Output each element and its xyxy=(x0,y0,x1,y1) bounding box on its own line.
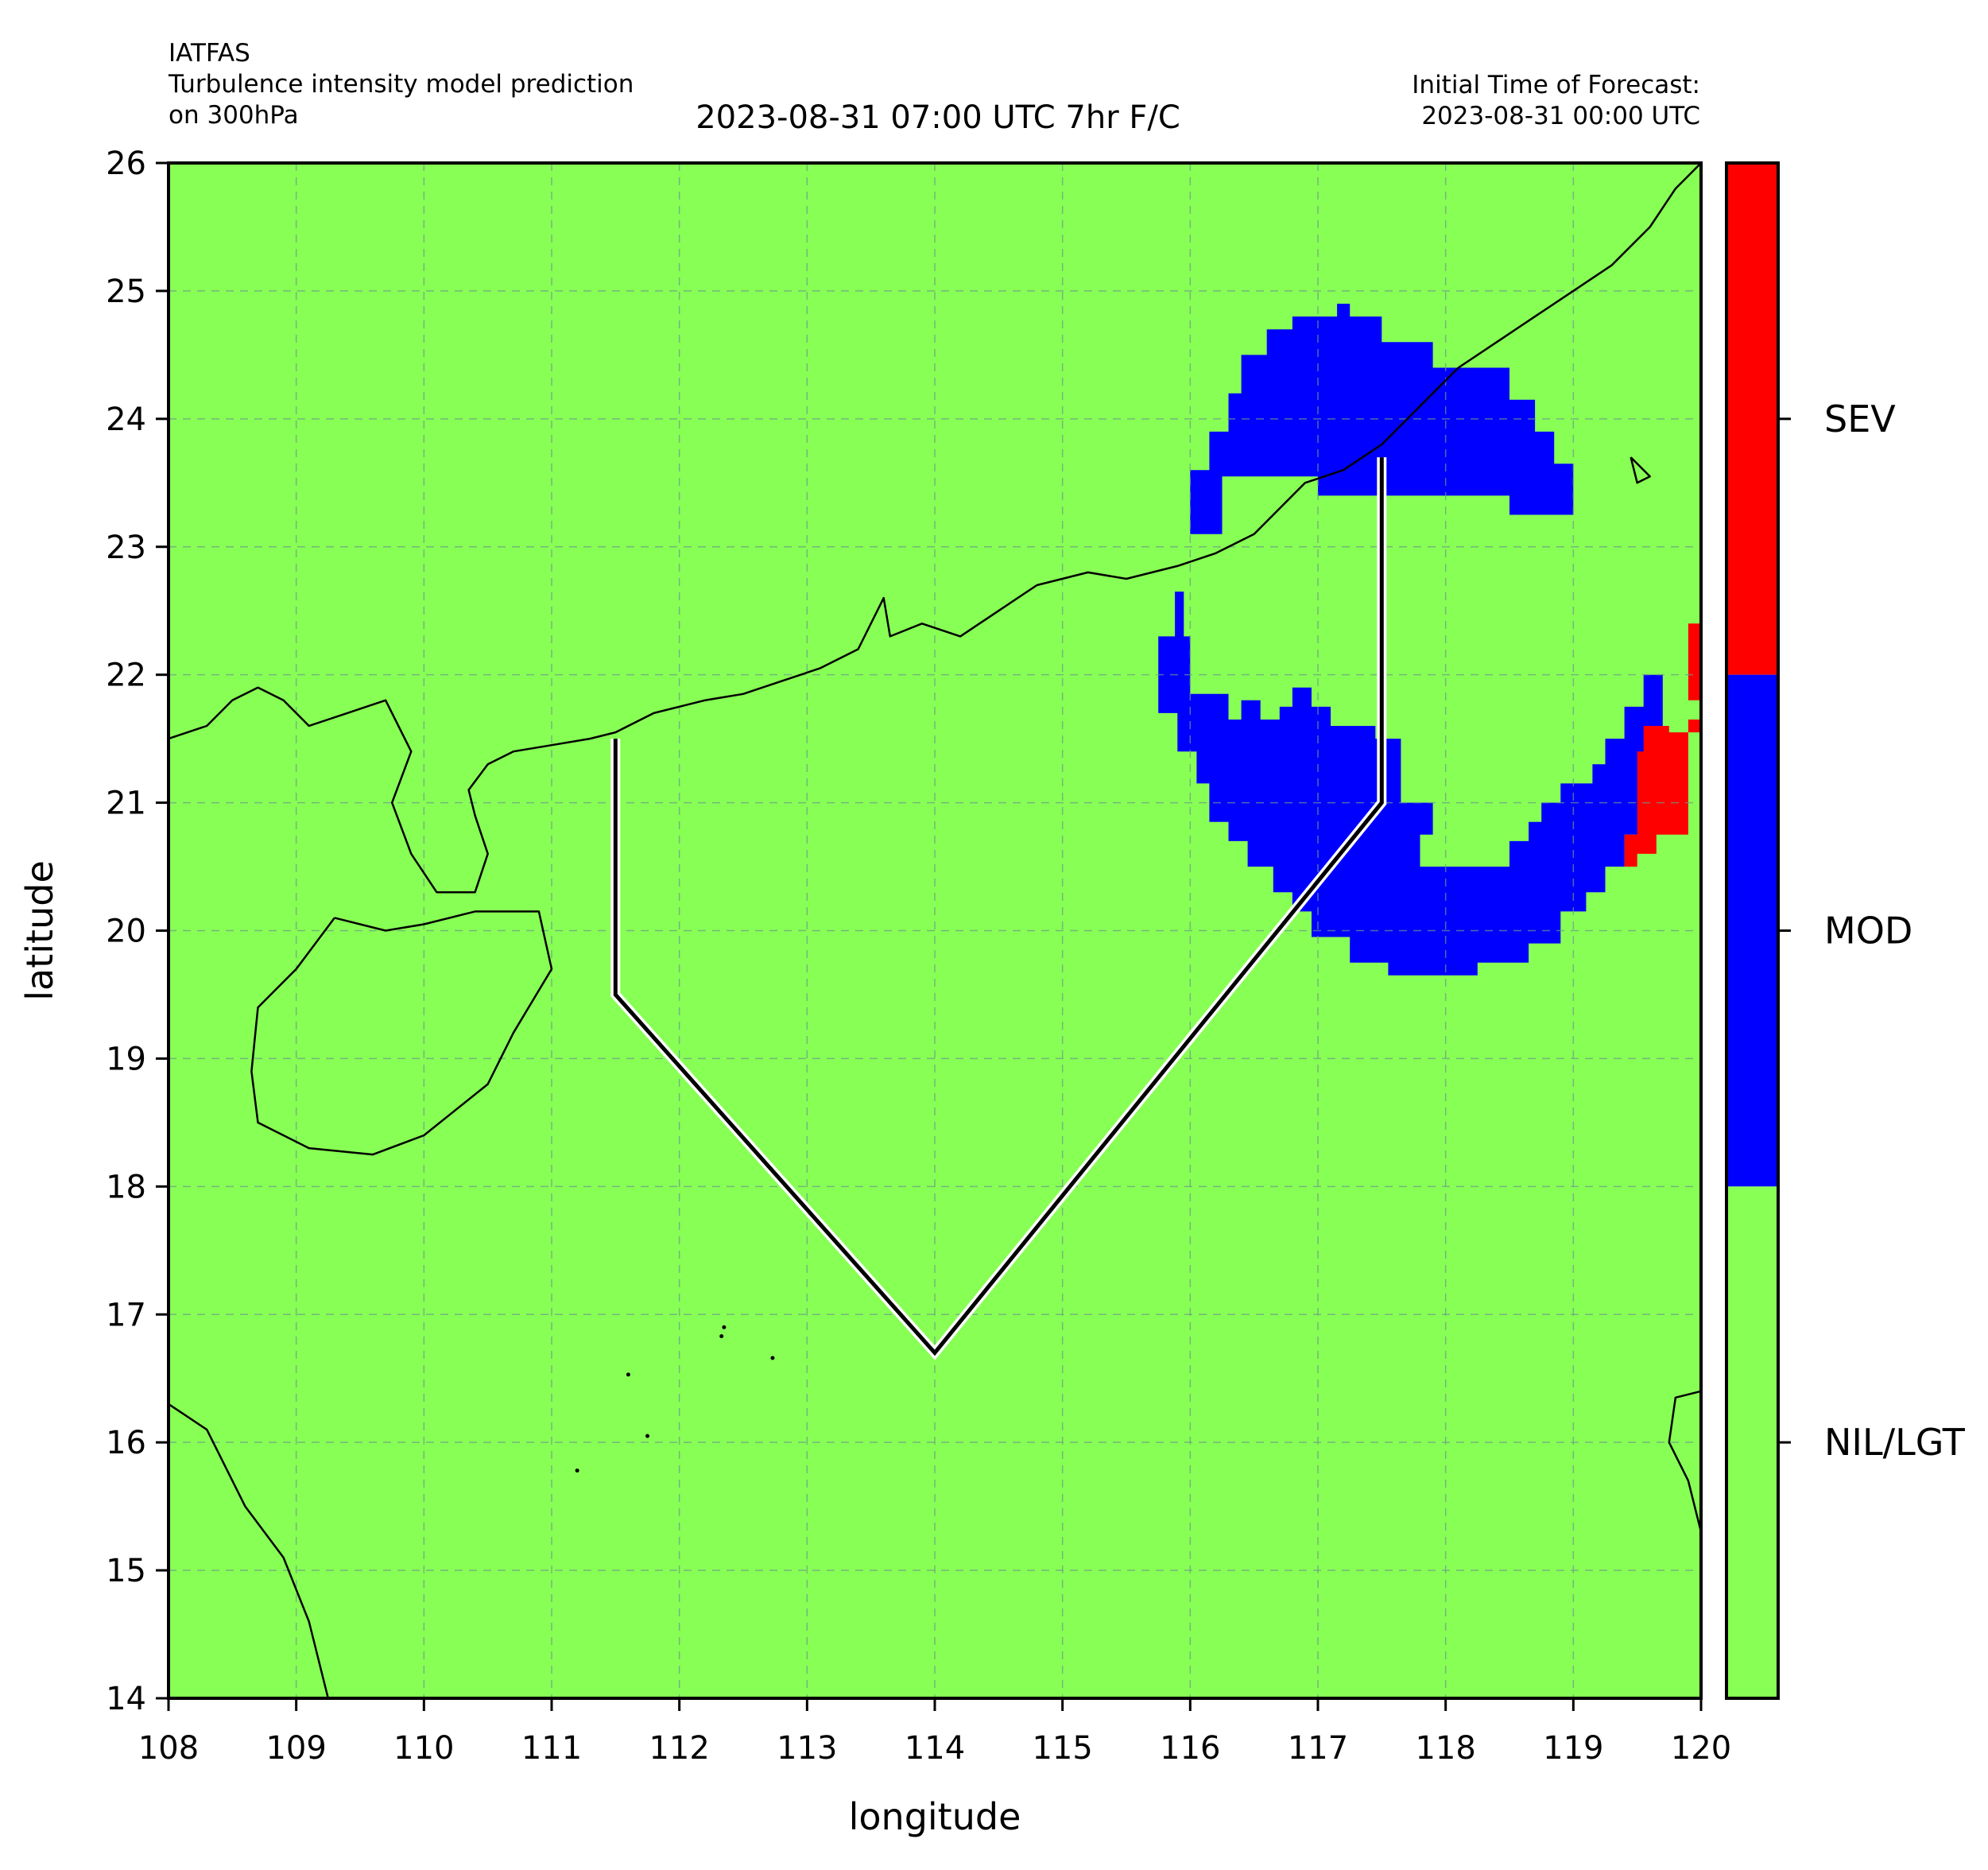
region-sev-3 xyxy=(1688,623,1701,700)
x-tick-label: 116 xyxy=(1160,1730,1220,1767)
y-tick-label: 21 xyxy=(106,786,146,822)
colorbar-label-sev: SEV xyxy=(1824,398,1896,440)
x-axis-ticks: 108 109 110 111 112 113 114 115 116 117 118 119 120 xyxy=(138,1698,1731,1767)
y-tick-label: 25 xyxy=(106,274,146,310)
x-axis-label: longitude xyxy=(849,1795,1021,1838)
colorbar-label-mod: MOD xyxy=(1824,910,1912,952)
x-tick-label: 112 xyxy=(649,1730,709,1767)
islet-dot xyxy=(770,1356,775,1360)
flight-route xyxy=(610,457,1387,1360)
header-left: IATFAS Turbulence intensity model predic… xyxy=(169,38,634,131)
pressure-level: on 300hPa xyxy=(169,101,299,130)
y-tick-label: 17 xyxy=(106,1297,146,1333)
x-tick-label: 113 xyxy=(777,1730,837,1767)
colorbar: SEV MOD NIL/LGT xyxy=(1725,161,1966,1700)
colorbar-segment-mod xyxy=(1726,674,1778,1187)
y-tick-label: 24 xyxy=(106,402,146,438)
colorbar-segment-nil-lgt xyxy=(1726,1186,1778,1698)
region-mod-1 xyxy=(1158,592,1663,976)
y-tick-label: 23 xyxy=(106,530,146,566)
y-tick-label: 14 xyxy=(106,1681,146,1717)
y-tick-label: 22 xyxy=(106,658,146,694)
coastlines xyxy=(168,162,1703,1699)
system-name: IATFAS xyxy=(169,39,250,68)
x-tick-label: 108 xyxy=(138,1730,199,1767)
valid-time-title: 2023-08-31 07:00 UTC 7hr F/C xyxy=(696,99,1180,136)
x-tick-label: 109 xyxy=(265,1730,326,1767)
coastline-4 xyxy=(1630,456,1651,484)
x-tick-label: 114 xyxy=(905,1730,965,1767)
islet-dot xyxy=(626,1372,630,1377)
colorbar-label-nil-lgt: NIL/LGT xyxy=(1824,1421,1966,1464)
x-tick-label: 115 xyxy=(1032,1730,1092,1767)
route-line xyxy=(613,457,1384,1356)
init-time-value: 2023-08-31 00:00 UTC xyxy=(1421,102,1700,130)
y-tick-label: 18 xyxy=(106,1169,146,1205)
product-description: Turbulence intensity model prediction xyxy=(169,70,634,99)
y-axis-ticks: 14 15 16 17 18 19 20 21 22 23 24 25 26 xyxy=(106,145,169,1717)
y-tick-label: 19 xyxy=(106,1041,146,1077)
x-tick-label: 110 xyxy=(393,1730,454,1767)
y-tick-label: 26 xyxy=(106,145,146,182)
region-sev-2 xyxy=(1624,726,1688,867)
region-mod-0 xyxy=(1190,304,1574,534)
coastline-0 xyxy=(168,162,1702,894)
init-time-label: Initial Time of Forecast: xyxy=(1412,71,1700,99)
x-tick-label: 120 xyxy=(1671,1730,1731,1767)
coastline-2 xyxy=(168,1402,330,1699)
y-tick-label: 16 xyxy=(106,1425,146,1461)
islet-dot xyxy=(645,1434,649,1438)
islet-dot xyxy=(719,1334,724,1339)
y-tick-label: 20 xyxy=(106,914,146,950)
x-tick-label: 118 xyxy=(1415,1730,1475,1767)
header-right: Initial Time of Forecast: 2023-08-31 00:… xyxy=(1412,70,1700,132)
coastline-1 xyxy=(250,910,553,1156)
islet-dot xyxy=(722,1325,727,1329)
x-tick-label: 111 xyxy=(521,1730,582,1767)
coastline-3 xyxy=(1668,1390,1703,1533)
map-grid xyxy=(169,163,1701,1698)
map-plot-area xyxy=(167,161,1703,1700)
colorbar-segment-sev xyxy=(1726,163,1778,675)
y-axis-label: latitude xyxy=(18,860,61,1000)
colorbar-frame xyxy=(1725,161,1780,1700)
x-tick-label: 117 xyxy=(1288,1730,1348,1767)
y-tick-label: 15 xyxy=(106,1553,146,1589)
region-sev-4 xyxy=(1688,720,1701,733)
x-tick-label: 119 xyxy=(1543,1730,1603,1767)
islet-dot xyxy=(575,1468,579,1473)
turbulence-regions xyxy=(1158,304,1701,976)
